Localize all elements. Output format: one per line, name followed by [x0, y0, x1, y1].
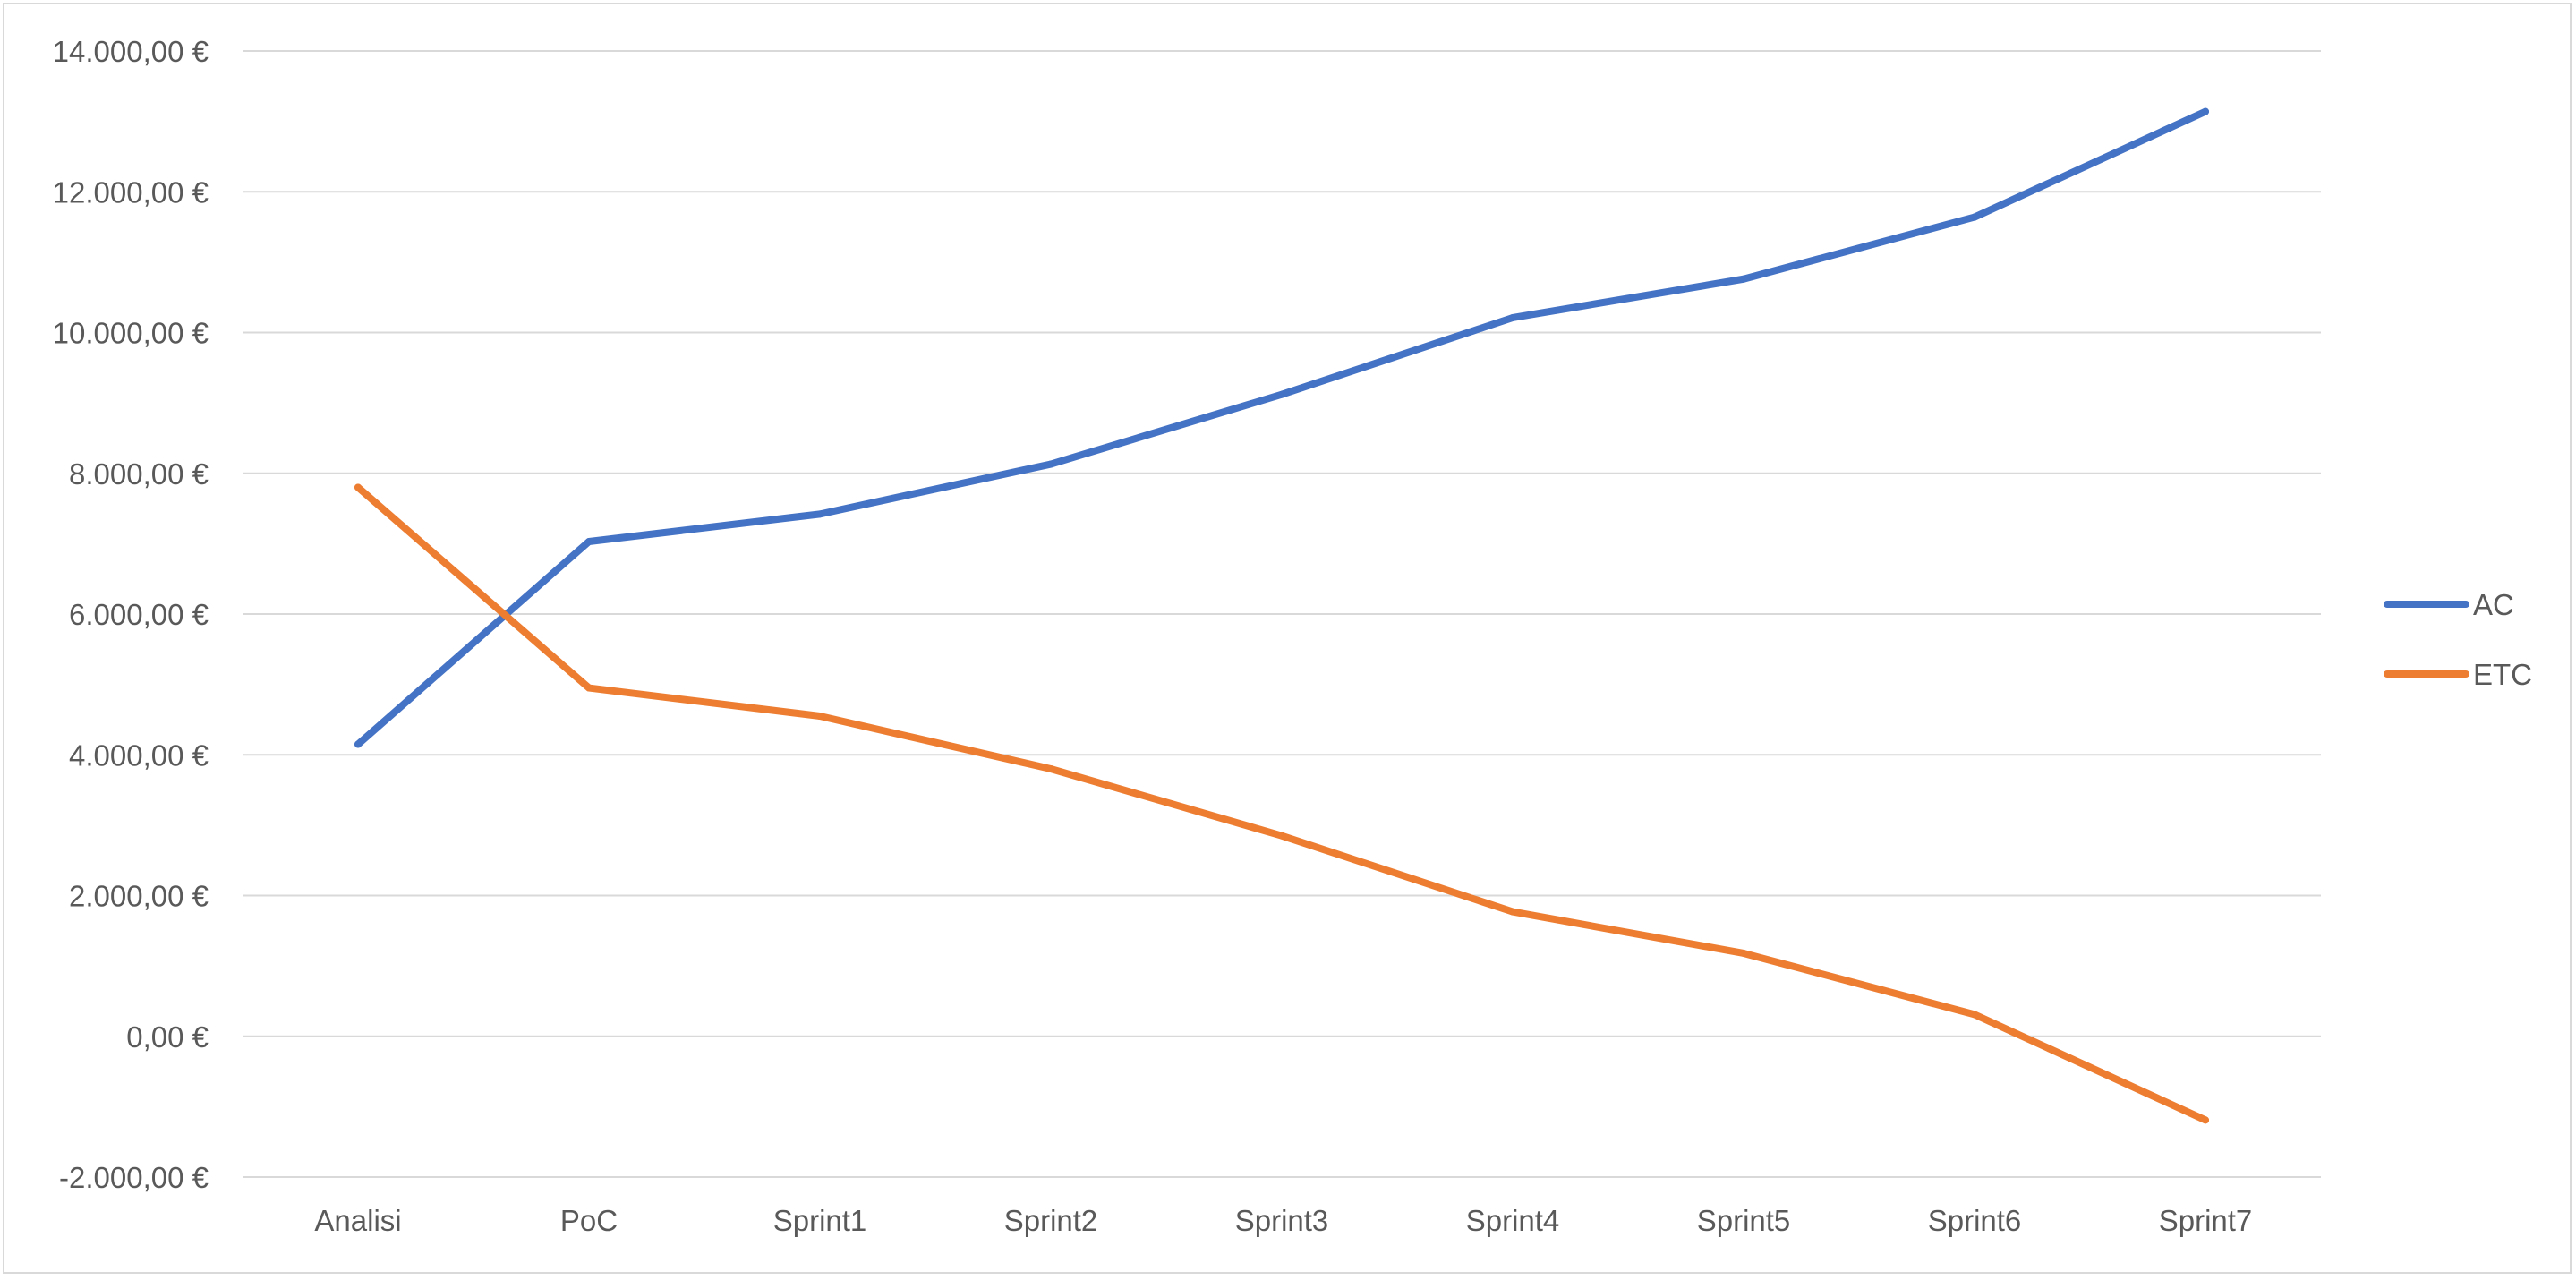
legend-label-etc: ETC	[2473, 658, 2532, 691]
data-point-ac	[585, 538, 593, 546]
series-line-etc	[354, 483, 2209, 1124]
data-point-ac	[816, 510, 823, 518]
data-point-etc	[1047, 764, 1054, 772]
x-tick-label: Sprint1	[773, 1204, 867, 1237]
data-point-etc	[2202, 1116, 2209, 1124]
y-tick-label: 8.000,00 €	[69, 457, 209, 491]
data-point-ac	[1971, 213, 1978, 221]
data-point-etc	[1740, 949, 1747, 957]
x-tick-label: Sprint2	[1004, 1204, 1098, 1237]
x-tick-label: Sprint6	[1928, 1204, 2022, 1237]
data-point-etc	[354, 483, 362, 491]
data-point-etc	[1278, 832, 1285, 840]
data-point-ac	[1740, 275, 1747, 283]
chart-area: 14.000,00 € 12.000,00 € 10.000,00 € 8.000,0…	[3, 3, 2572, 1274]
x-tick-label: Sprint3	[1235, 1204, 1329, 1237]
series-lines	[354, 107, 2209, 1124]
legend: AC ETC	[2384, 588, 2532, 691]
data-point-etc	[816, 713, 823, 721]
data-point-ac	[354, 740, 362, 748]
y-tick-label: -2.000,00 €	[59, 1161, 209, 1194]
data-point-ac	[1047, 460, 1054, 468]
series-line-ac	[354, 107, 2209, 748]
line-chart: 14.000,00 € 12.000,00 € 10.000,00 € 8.000,0…	[53, 35, 2532, 1237]
x-tick-label: PoC	[560, 1204, 618, 1237]
y-tick-label: 2.000,00 €	[69, 880, 209, 913]
data-point-etc	[1971, 1011, 1978, 1019]
legend-label-ac: AC	[2473, 588, 2514, 621]
y-tick-label: 6.000,00 €	[69, 598, 209, 631]
x-tick-label: Sprint7	[2159, 1204, 2253, 1237]
gridlines	[243, 50, 2321, 1178]
data-point-etc	[585, 684, 593, 692]
x-tick-label: Analisi	[314, 1204, 401, 1237]
y-tick-label: 12.000,00 €	[53, 175, 209, 209]
y-axis-tick-labels: 14.000,00 € 12.000,00 € 10.000,00 € 8.000,0…	[53, 35, 209, 1194]
y-tick-label: 14.000,00 €	[53, 35, 209, 68]
y-tick-label: 10.000,00 €	[53, 317, 209, 350]
data-point-ac	[2202, 107, 2209, 115]
data-point-ac	[1509, 313, 1516, 321]
y-tick-label: 4.000,00 €	[69, 738, 209, 772]
x-tick-label: Sprint4	[1466, 1204, 1560, 1237]
x-axis-tick-labels: Analisi PoC Sprint1 Sprint2 Sprint3 Sprint4 Sp…	[314, 1204, 2252, 1237]
y-tick-label: 0,00 €	[126, 1020, 209, 1054]
x-tick-label: Sprint5	[1697, 1204, 1791, 1237]
data-point-ac	[1278, 390, 1285, 398]
data-point-etc	[1509, 908, 1516, 916]
